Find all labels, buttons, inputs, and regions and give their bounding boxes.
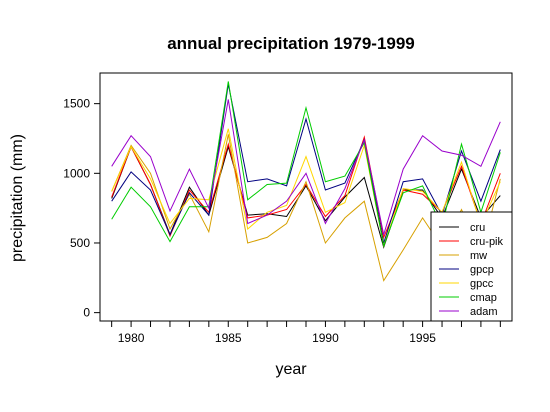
x-tick-label: 1995 (409, 331, 436, 345)
series-line-cru (111, 144, 501, 249)
legend-label-cru-pik: cru-pik (470, 236, 504, 248)
x-axis: 1980 1985 1990 1995 (111, 321, 501, 345)
series-line-adam (111, 99, 501, 235)
legend-label-mw: mw (470, 250, 487, 262)
chart-title: annual precipitation 1979-1999 (167, 34, 415, 53)
legend-label-adam: adam (470, 306, 498, 318)
legend-label-cru: cru (470, 222, 485, 234)
x-axis-label: year (275, 361, 307, 378)
legend-label-gpcp: gpcp (470, 264, 494, 276)
y-tick-label: 0 (83, 306, 90, 320)
series-line-gpcp (111, 84, 501, 244)
y-tick-label: 1500 (63, 97, 90, 111)
y-tick-label: 500 (70, 236, 90, 250)
legend-label-cmap: cmap (470, 292, 497, 304)
legend-label-gpcc: gpcc (470, 278, 494, 290)
x-tick-label: 1985 (215, 331, 242, 345)
y-axis-label: precipitation (mm) (9, 134, 26, 262)
legend: cru cru-pik mw gpcp gpcc cmap adam (430, 211, 513, 322)
y-tick-label: 1000 (63, 166, 90, 180)
x-tick-label: 1980 (118, 331, 145, 345)
series-line-gpcc (111, 128, 501, 248)
x-tick-label: 1990 (312, 331, 339, 345)
y-axis: 0 500 1000 1500 (63, 97, 100, 320)
legend-box (430, 211, 513, 322)
